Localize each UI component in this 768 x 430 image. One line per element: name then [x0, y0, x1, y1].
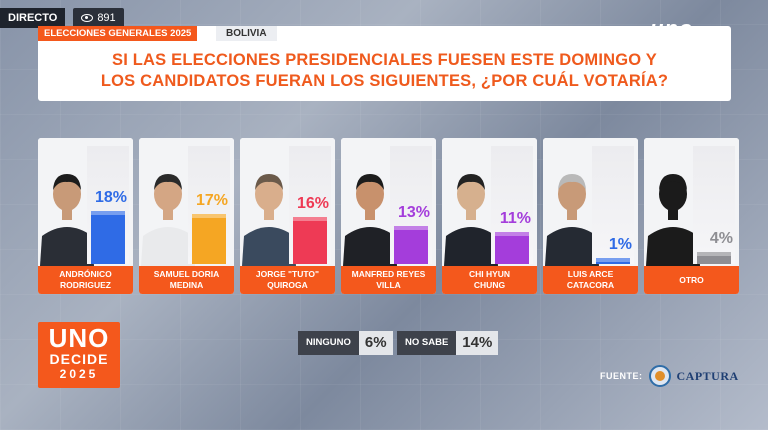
candidate-silhouette [141, 174, 195, 266]
bar [495, 231, 529, 264]
candidate-card: 1% LUIS ARCE CATACORA [543, 138, 638, 294]
bar-track [390, 146, 432, 264]
candidate-card: 13% MANFRED REYES VILLA [341, 138, 436, 294]
candidate-card: 16% JORGE "TUTO" QUIROGA [240, 138, 335, 294]
bar [596, 258, 630, 264]
bar [394, 225, 428, 264]
data-label: 18% [94, 188, 127, 206]
ninguno-value: 6% [358, 331, 393, 355]
uno-decide-line-2: DECIDE [49, 351, 109, 367]
category-label: JORGE "TUTO" QUIROGA [240, 266, 335, 294]
data-label: 11% [499, 209, 531, 227]
no-sabe-value: 14% [456, 331, 499, 355]
candidate-silhouette [242, 174, 296, 266]
ninguno-stat: NINGUNO 6% [298, 331, 393, 355]
candidate-silhouette [646, 174, 700, 266]
data-label: 16% [296, 194, 329, 212]
source-label: FUENTE: [600, 371, 643, 381]
candidate-card: 4% OTRO [644, 138, 739, 294]
category-label: SAMUEL DORIA MEDINA [139, 266, 234, 294]
data-label: 1% [608, 236, 632, 253]
candidate-card: 17% SAMUEL DORIA MEDINA [139, 138, 234, 294]
bar-track [87, 146, 129, 264]
category-label: MANFRED REYES VILLA [341, 266, 436, 294]
source-brand: CAPTURA [676, 368, 739, 383]
candidate-card: 11% CHI HYUN CHUNG [442, 138, 537, 294]
eye-icon [81, 14, 94, 22]
category-label: OTRO [644, 266, 739, 294]
candidate-card: 18% ANDRÓNICO RODRIGUEZ [38, 138, 133, 294]
question-line-1: SI LAS ELECCIONES PRESIDENCIALES FUESEN … [112, 51, 657, 69]
category-label: ANDRÓNICO RODRIGUEZ [38, 266, 133, 294]
question-text: SI LAS ELECCIONES PRESIDENCIALES FUESEN … [38, 50, 731, 92]
bar-track [693, 146, 735, 264]
question-line-2: LOS CANDIDATOS FUERAN LOS SIGUIENTES, ¿P… [100, 72, 669, 90]
bar [192, 213, 226, 264]
uno-decide-line-1: UNO [48, 323, 110, 353]
captura-logo-icon [648, 365, 671, 387]
category-label: LUIS ARCE CATACORA [543, 266, 638, 294]
viewer-count: 891 [73, 8, 124, 28]
bar-track [491, 146, 533, 264]
data-label: 13% [397, 203, 430, 221]
candidate-chart: 18% ANDRÓNICO RODRIGUEZ 17% SAMUEL DORIA ME… [38, 138, 739, 294]
data-label: 17% [195, 191, 228, 209]
candidate-silhouette [343, 174, 397, 266]
election-tag: ELECCIONES GENERALES 2025 [38, 26, 198, 41]
category-label: CHI HYUN CHUNG [442, 266, 537, 294]
bar-track [188, 146, 230, 264]
question-header: ELECCIONES GENERALES 2025 BOLIVIA SI LAS… [38, 26, 731, 101]
bar-track [592, 146, 634, 264]
bar [293, 216, 327, 264]
live-label: DIRECTO [0, 8, 66, 28]
source: FUENTE: CAPTURA [600, 365, 739, 387]
data-label: 4% [709, 230, 733, 248]
candidate-silhouette [40, 174, 94, 266]
no-sabe-stat: NO SABE 14% [397, 331, 499, 355]
bar [91, 210, 125, 264]
bar-track [289, 146, 331, 264]
live-bar: DIRECTO 891 [0, 8, 124, 28]
country-tag: BOLIVIA [216, 26, 277, 41]
bar [697, 252, 731, 264]
candidate-silhouette [444, 174, 498, 266]
ninguno-label: NINGUNO [298, 331, 359, 355]
uno-decide-logo: UNO DECIDE 2025 [38, 322, 120, 388]
candidate-silhouette [545, 174, 599, 266]
uno-decide-line-3: 2025 [59, 367, 99, 381]
viewer-count-value: 891 [97, 12, 116, 24]
no-sabe-label: NO SABE [397, 331, 457, 355]
